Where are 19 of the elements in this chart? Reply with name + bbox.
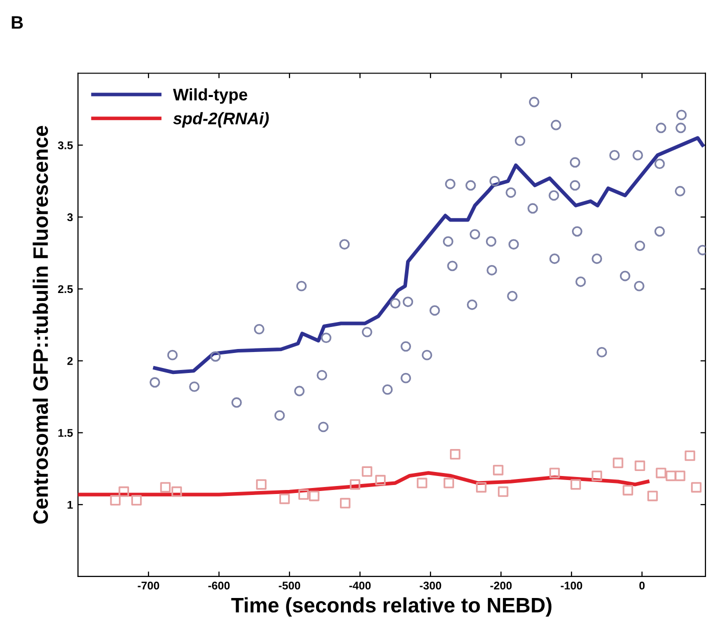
- x-tick-label: -300: [420, 582, 442, 590]
- y-tick-label: 2: [67, 357, 73, 365]
- y-tick-label: 1.5: [58, 429, 73, 437]
- x-tick-label: 0: [639, 582, 645, 590]
- y-tick-label: 3: [67, 213, 73, 222]
- y-tick-label: 2.5: [58, 285, 73, 294]
- text: B: [12, 16, 23, 29]
- x-tick-label: -500: [278, 582, 300, 590]
- legend-label: Wild-type: [173, 88, 248, 104]
- y-axis-title: Centrosomal GFP::tubulin Fluorescence: [32, 126, 48, 524]
- x-tick-label: -100: [560, 582, 582, 590]
- x-tick-label: -400: [349, 582, 371, 590]
- x-tick-label: -200: [490, 582, 512, 590]
- x-tick-label: -600: [208, 582, 230, 590]
- x-axis-title: Time (seconds relative to NEBD): [231, 597, 552, 617]
- x-tick-label: -700: [138, 582, 160, 590]
- legend-label: spd-2(RNAi): [173, 112, 269, 128]
- y-tick-label: 3.5: [58, 141, 73, 150]
- y-tick-label: 1: [68, 500, 73, 509]
